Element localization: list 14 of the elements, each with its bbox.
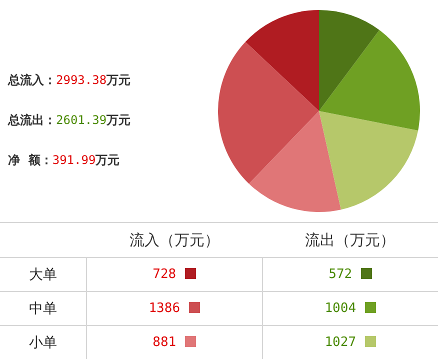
text: 728 [152, 267, 176, 282]
text: 1027 [324, 335, 356, 350]
text: 流入（万元） [86, 222, 262, 258]
text: 总流出：2601.39万元 [8, 112, 131, 129]
text: 中单 [0, 292, 86, 326]
text: 572 [328, 267, 352, 282]
text: 小单 [0, 326, 86, 359]
text: 1004 [324, 301, 356, 316]
text: 881 [152, 335, 176, 350]
text: 大单 [0, 258, 86, 292]
text: 总流入：2993.38万元 [8, 72, 131, 89]
text: 1386 [148, 301, 180, 316]
text: 净 额：391.99万元 [8, 152, 120, 169]
text: 流出（万元） [262, 222, 438, 258]
